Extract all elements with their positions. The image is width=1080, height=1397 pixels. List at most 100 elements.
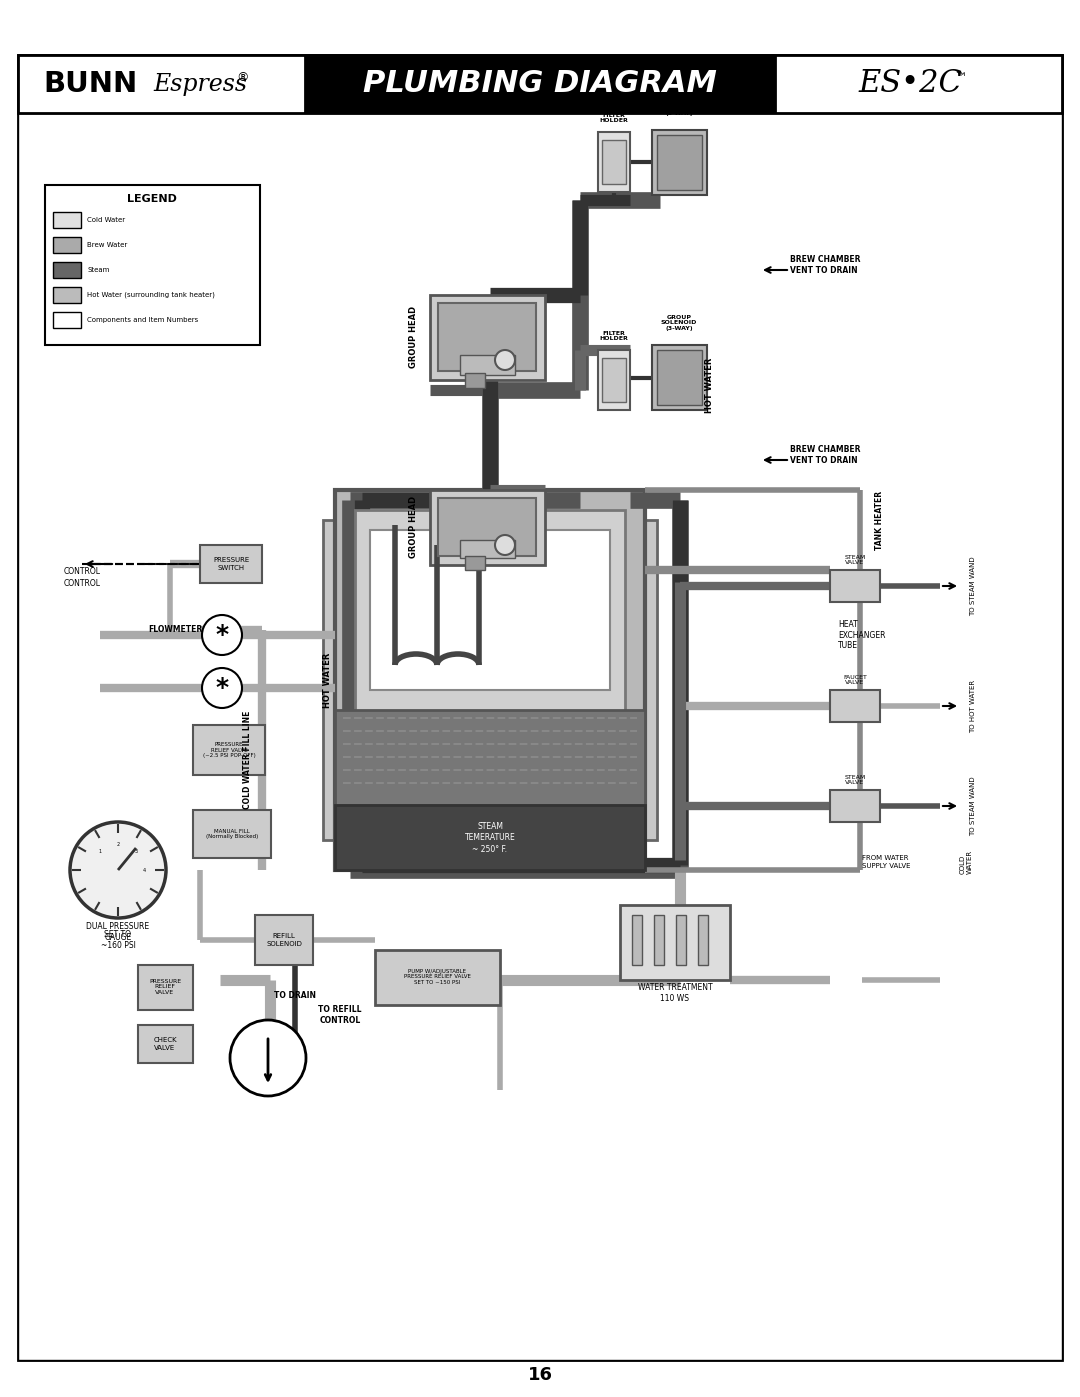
Bar: [632, 915, 642, 965]
Text: Espress: Espress: [153, 73, 247, 95]
Text: ™: ™: [954, 71, 967, 84]
Text: REFILL
SOLENOID: REFILL SOLENOID: [266, 933, 302, 947]
Bar: [193, 725, 265, 775]
Circle shape: [202, 668, 242, 708]
Text: FLOWMETER: FLOWMETER: [148, 626, 202, 634]
Bar: [430, 295, 545, 380]
Bar: [598, 131, 630, 191]
Bar: [438, 303, 536, 372]
Bar: [602, 358, 626, 402]
Text: CONTROL: CONTROL: [64, 578, 100, 588]
Bar: [305, 54, 775, 113]
Text: BUNN: BUNN: [43, 70, 137, 98]
Text: Components and Item Numbers: Components and Item Numbers: [87, 317, 199, 323]
Text: 4: 4: [143, 868, 146, 873]
Text: Brew Water: Brew Water: [87, 242, 127, 249]
Text: HEAT
EXCHANGER
TUBE: HEAT EXCHANGER TUBE: [838, 620, 886, 650]
Bar: [698, 915, 708, 965]
Text: PRESSURE
SWITCH: PRESSURE SWITCH: [213, 557, 249, 570]
Bar: [620, 905, 730, 981]
Bar: [255, 915, 313, 965]
Circle shape: [202, 615, 242, 655]
Text: *: *: [215, 676, 229, 700]
Circle shape: [495, 351, 515, 370]
Bar: [598, 351, 630, 409]
Bar: [335, 710, 645, 805]
Bar: [831, 570, 880, 602]
Text: HOT WATER: HOT WATER: [705, 358, 715, 412]
Text: 3: 3: [135, 849, 138, 854]
Text: Cold Water: Cold Water: [87, 217, 125, 224]
Text: *: *: [215, 623, 229, 647]
Text: SET TO
~160 PSI: SET TO ~160 PSI: [100, 930, 135, 950]
Text: ®: ®: [235, 71, 248, 84]
Bar: [335, 490, 645, 870]
Bar: [602, 140, 626, 184]
Bar: [53, 286, 81, 303]
Text: TO REFILL
CONTROL: TO REFILL CONTROL: [319, 1006, 362, 1025]
Bar: [138, 1025, 193, 1063]
Text: STEAM
VALVE: STEAM VALVE: [845, 774, 866, 785]
Bar: [335, 805, 645, 870]
Bar: [657, 351, 702, 405]
Bar: [200, 545, 262, 583]
Bar: [45, 184, 260, 345]
Bar: [438, 497, 536, 556]
Text: COLD
WATER: COLD WATER: [960, 849, 973, 875]
Text: TO HOT WATER: TO HOT WATER: [970, 679, 976, 732]
Bar: [53, 312, 81, 328]
Text: CONTROL: CONTROL: [64, 567, 100, 577]
Text: GROUP
SOLENOID
(3-WAY): GROUP SOLENOID (3-WAY): [661, 314, 698, 331]
Text: FILTER
HOLDER: FILTER HOLDER: [599, 331, 629, 341]
Bar: [657, 136, 702, 190]
Circle shape: [70, 821, 166, 918]
Text: 2: 2: [117, 841, 120, 847]
Text: DUAL PRESSURE
GAUGE: DUAL PRESSURE GAUGE: [86, 922, 149, 942]
Text: GROUP HEAD: GROUP HEAD: [409, 496, 418, 557]
Bar: [53, 263, 81, 278]
Bar: [18, 54, 1062, 113]
Text: BREW CHAMBER
VENT TO DRAIN: BREW CHAMBER VENT TO DRAIN: [789, 446, 861, 465]
Circle shape: [495, 535, 515, 555]
Circle shape: [230, 1020, 306, 1097]
Text: PLUMBING DIAGRAM: PLUMBING DIAGRAM: [363, 70, 717, 99]
Text: WATER TREATMENT
110 WS: WATER TREATMENT 110 WS: [637, 983, 713, 1003]
Bar: [831, 690, 880, 722]
Text: 16: 16: [527, 1366, 553, 1384]
Text: STEAM
VALVE: STEAM VALVE: [845, 555, 866, 566]
Text: HOT WATER: HOT WATER: [324, 652, 333, 708]
Bar: [323, 520, 657, 840]
Text: Steam: Steam: [87, 267, 109, 272]
Bar: [654, 915, 664, 965]
Text: COLD WATER FILL LINE: COLD WATER FILL LINE: [243, 711, 253, 809]
Bar: [53, 237, 81, 253]
Bar: [465, 373, 485, 388]
Bar: [430, 490, 545, 564]
Text: GROUP
SOLENOID
(3-WAY): GROUP SOLENOID (3-WAY): [661, 99, 698, 116]
Bar: [831, 789, 880, 821]
Bar: [652, 345, 707, 409]
Text: FAUCET
VALVE: FAUCET VALVE: [843, 675, 867, 686]
Bar: [460, 541, 515, 557]
Text: TO DRAIN: TO DRAIN: [274, 990, 316, 999]
Text: FROM WATER
SUPPLY VALVE: FROM WATER SUPPLY VALVE: [862, 855, 910, 869]
Text: PRESSURE
RELIEF
VALVE: PRESSURE RELIEF VALVE: [149, 979, 181, 995]
Text: TANK HEATER: TANK HEATER: [876, 490, 885, 549]
Bar: [676, 915, 686, 965]
Text: STEAM
TEMERATURE
~ 250° F.: STEAM TEMERATURE ~ 250° F.: [464, 821, 515, 855]
Text: TO STEAM WAND: TO STEAM WAND: [970, 777, 976, 835]
Text: TO STEAM WAND: TO STEAM WAND: [970, 556, 976, 616]
Bar: [465, 556, 485, 570]
Bar: [138, 965, 193, 1010]
Bar: [355, 510, 625, 830]
Bar: [460, 355, 515, 374]
Text: MANUAL FILL
(Normally Blocked): MANUAL FILL (Normally Blocked): [206, 828, 258, 840]
Text: LEGEND: LEGEND: [127, 194, 177, 204]
Bar: [18, 113, 1062, 1361]
Text: PUMP W/ADJUSTABLE
PRESSURE RELIEF VALVE
SET TO ~150 PSI: PUMP W/ADJUSTABLE PRESSURE RELIEF VALVE …: [404, 968, 471, 985]
Bar: [652, 130, 707, 196]
Text: GROUP HEAD: GROUP HEAD: [409, 306, 418, 367]
Bar: [53, 212, 81, 228]
Text: FILTER
HOLDER: FILTER HOLDER: [599, 113, 629, 123]
Bar: [375, 950, 500, 1004]
